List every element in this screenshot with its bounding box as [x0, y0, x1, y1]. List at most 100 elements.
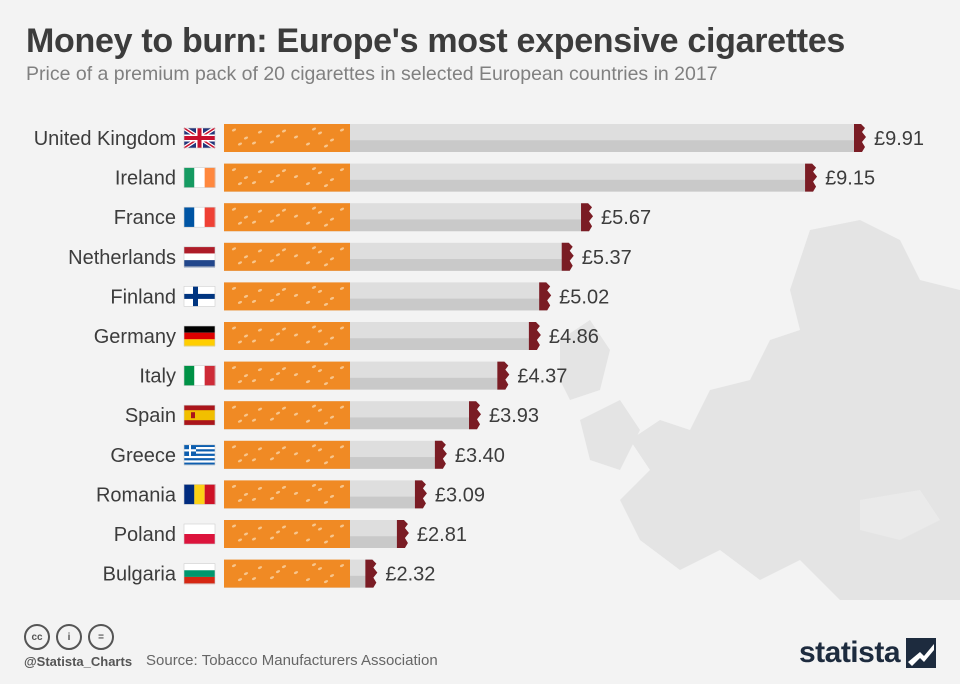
italy-flag-icon	[183, 365, 216, 386]
category-label: France	[114, 207, 176, 229]
bar-row-netherlands: Netherlands £5.37	[68, 242, 632, 271]
value-label: £5.02	[559, 286, 609, 308]
germany-flag-icon	[183, 325, 216, 347]
burning-tip	[561, 242, 574, 271]
category-label: Romania	[96, 484, 177, 506]
filter-speckles	[231, 523, 345, 544]
value-label: £2.81	[417, 524, 467, 546]
cigarette-bar-chart: United Kingdom £9.91 Ireland £9.15 France £5.…	[34, 124, 924, 588]
cigarette-filter	[224, 203, 350, 232]
bar-row-spain: Spain £3.93	[125, 401, 539, 430]
chart-title: Money to burn: Europe's most expensive c…	[26, 22, 846, 60]
europe-map-background	[560, 220, 960, 600]
value-label: £3.93	[489, 405, 539, 427]
filter-speckles	[231, 206, 345, 227]
cigarette-filter	[224, 124, 350, 152]
filter-speckles	[231, 483, 345, 504]
bar-row-finland: Finland £5.02	[110, 282, 609, 311]
bar-row-poland: Poland £2.81	[114, 520, 467, 548]
source-text: Tobacco Manufacturers Association	[201, 652, 438, 669]
cigarette-filter	[224, 282, 350, 311]
burning-tip	[469, 401, 482, 430]
filter-speckles	[231, 246, 345, 267]
category-label: Spain	[125, 405, 176, 427]
category-label: Bulgaria	[103, 564, 177, 586]
twitter-handle[interactable]: @Statista_Charts	[24, 654, 133, 669]
burning-tip	[396, 520, 409, 548]
statista-mark-icon	[906, 638, 936, 668]
chart-subtitle: Price of a premium pack of 20 cigarettes…	[26, 63, 718, 85]
netherlands-flag-icon	[183, 246, 216, 268]
burning-tip	[434, 440, 447, 469]
cigarette-paper-shadow	[224, 417, 478, 430]
romania-flag-icon	[183, 484, 216, 505]
bar-row-germany: Germany £4.86	[94, 322, 599, 350]
france-flag-icon	[183, 206, 216, 228]
cigarette-filter	[224, 163, 350, 192]
cigarette-filter	[224, 520, 350, 548]
cigarette-paper-shadow	[224, 140, 862, 152]
value-label: £3.09	[435, 484, 485, 506]
cc-icon[interactable]: cc	[24, 624, 50, 650]
bar-row-greece: Greece £3.40	[110, 440, 505, 469]
source-prefix: Source:	[146, 652, 198, 669]
filter-speckles	[231, 127, 345, 148]
cigarette-filter	[224, 322, 350, 350]
bar-row-ireland: Ireland £9.15	[115, 163, 875, 192]
burning-tip	[497, 361, 510, 390]
cigarette-paper-shadow	[224, 259, 570, 271]
bar-row-italy: Italy £4.37	[139, 361, 567, 390]
bulgaria-flag-icon	[183, 563, 216, 585]
bar-row-bulgaria: Bulgaria £2.32	[103, 559, 435, 588]
filter-speckles	[231, 563, 345, 584]
cigarette-paper-shadow	[224, 219, 590, 232]
cigarette-paper-shadow	[224, 179, 814, 192]
filter-speckles	[231, 325, 345, 346]
burning-tip	[539, 282, 552, 311]
cigarette-filter	[224, 401, 350, 430]
filter-speckles	[231, 167, 345, 188]
category-label: Italy	[139, 366, 176, 388]
burning-tip	[528, 322, 541, 350]
filter-speckles	[231, 404, 345, 425]
cigarette-paper-shadow	[224, 377, 506, 390]
value-label: £9.15	[825, 168, 875, 190]
burning-tip	[854, 124, 866, 152]
value-label: £9.91	[874, 128, 924, 150]
burning-tip	[805, 163, 818, 192]
value-label: £3.40	[455, 445, 505, 467]
cigarette-paper-shadow	[224, 338, 537, 350]
category-label: Greece	[110, 445, 176, 467]
by-icon[interactable]: i	[56, 624, 82, 650]
greece-flag-icon	[183, 444, 216, 466]
uk-flag-icon	[182, 126, 217, 150]
category-label: Poland	[114, 524, 176, 546]
statista-logo[interactable]: statista	[799, 636, 936, 670]
category-label: Ireland	[115, 168, 176, 190]
bar-row-romania: Romania £3.09	[96, 480, 485, 509]
category-label: Netherlands	[68, 247, 176, 269]
filter-speckles	[231, 365, 345, 386]
burning-tip	[581, 203, 594, 232]
value-label: £5.67	[601, 207, 651, 229]
category-label: Germany	[94, 326, 176, 348]
burning-tip	[365, 559, 378, 588]
statista-wordmark: statista	[798, 636, 901, 669]
bar-row-france: France £5.67	[114, 203, 651, 232]
bar-row-united-kingdom: United Kingdom £9.91	[34, 124, 924, 152]
license-icons: cc i =	[24, 624, 114, 650]
burning-tip	[414, 480, 427, 509]
nd-icon[interactable]: =	[88, 624, 114, 650]
source-line: Source: Tobacco Manufacturers Association	[146, 652, 438, 669]
filter-speckles	[231, 285, 345, 306]
poland-flag-icon	[183, 523, 216, 545]
filter-speckles	[231, 444, 345, 465]
category-label: United Kingdom	[34, 128, 176, 150]
finland-flag-icon	[183, 286, 216, 307]
spain-flag-icon	[183, 404, 216, 426]
cigarette-filter	[224, 242, 350, 271]
cigarette-filter	[224, 559, 350, 588]
value-label: £5.37	[582, 247, 632, 269]
value-label: £4.86	[549, 326, 599, 348]
category-label: Finland	[110, 286, 176, 308]
